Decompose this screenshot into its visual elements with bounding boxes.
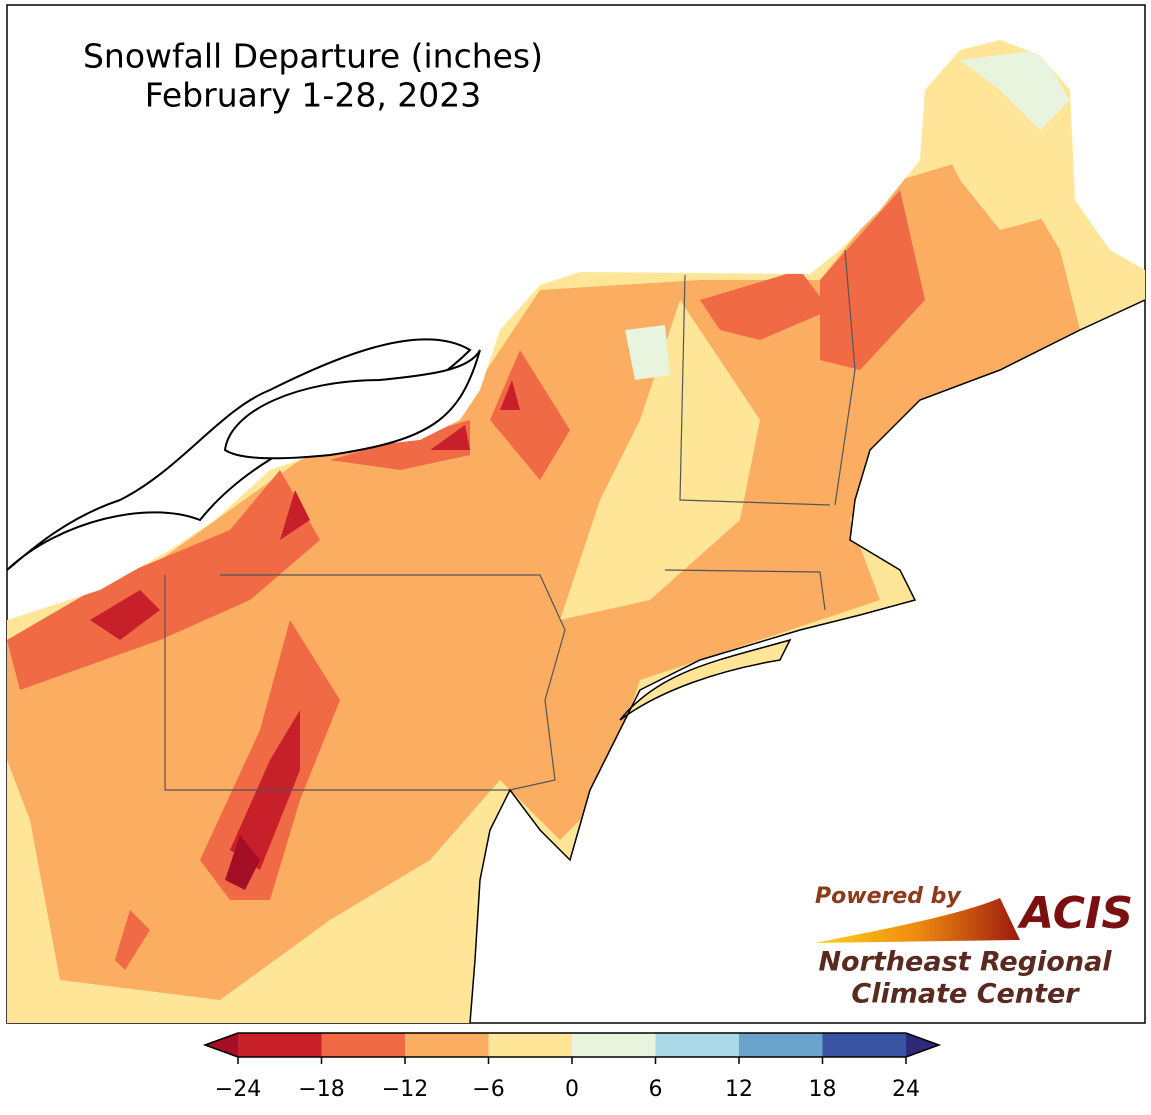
long-island: [619, 638, 792, 721]
logo-brand: ACIS: [1017, 888, 1133, 939]
colorbar-bin: [238, 1033, 322, 1057]
logo-powered-by: Powered by: [815, 884, 962, 909]
lake-ontario: [223, 349, 481, 460]
colorbar-tick-label: 6: [649, 1077, 663, 1102]
colorbar-tick-label: −12: [382, 1077, 428, 1102]
colorbar-bin: [488, 1033, 572, 1057]
colorbar-under: [205, 1033, 238, 1057]
colorbar-bin: [655, 1033, 739, 1057]
colorbar-tick-label: −6: [472, 1077, 504, 1102]
logo-org-line1: Northeast Regional: [818, 947, 1112, 978]
colorbar-bin: [572, 1033, 656, 1057]
colorbar-tick-label: 12: [725, 1077, 753, 1102]
logo-org-line2: Climate Center: [851, 979, 1080, 1010]
logo-swoosh: [815, 898, 1020, 943]
colorbar-bin: [739, 1033, 823, 1057]
map-title: Snowfall Departure (inches): [83, 37, 543, 76]
colorbar-bin: [822, 1033, 906, 1057]
logo: Powered by ACIS Northeast Regional Clima…: [815, 884, 1133, 1010]
colorbar-tick-label: −18: [298, 1077, 344, 1102]
colorbar-tick-label: 24: [892, 1077, 920, 1102]
colorbar-tick-label: −24: [215, 1077, 261, 1102]
colorbar-tick-label: 18: [809, 1077, 837, 1102]
colorbar-bin: [321, 1033, 405, 1057]
map-subtitle: February 1-28, 2023: [145, 76, 482, 115]
coastline: [469, 299, 1146, 1024]
colorbar-tick-label: 0: [565, 1077, 579, 1102]
colorbar-bin: [405, 1033, 489, 1057]
colorbar-over: [906, 1033, 939, 1057]
colorbar: −24 −18 −12 −6 0 6 12 18 24: [202, 1032, 942, 1102]
